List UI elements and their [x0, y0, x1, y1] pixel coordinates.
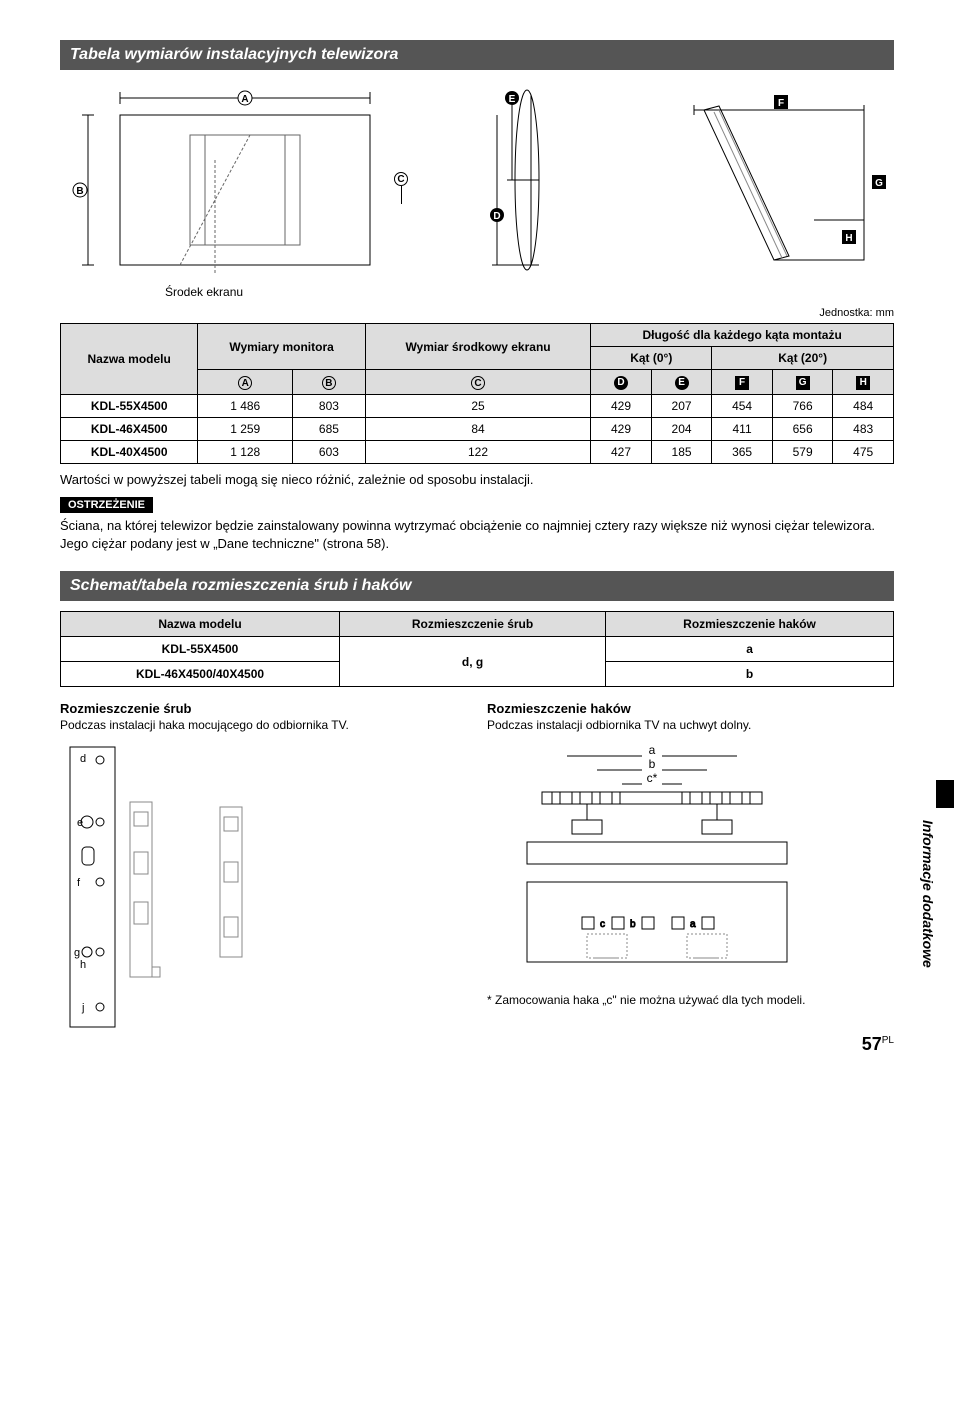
svg-text:e: e	[77, 817, 83, 829]
th-center: Wymiar środkowy ekranu	[365, 324, 590, 370]
svg-text:a: a	[649, 743, 656, 757]
table-row: KDL-46X4500 1 259 685 84 429 204 411 656…	[61, 418, 894, 441]
edge-tab-mark	[936, 780, 954, 808]
hook-heading: Rozmieszczenie haków	[487, 701, 894, 716]
th-dims: Wymiary monitora	[198, 324, 365, 370]
th-glyph-f: F	[712, 370, 773, 395]
svg-text:d: d	[80, 753, 86, 765]
svg-text:D: D	[493, 211, 500, 222]
warning-label: OSTRZEŻENIE	[60, 497, 153, 513]
svg-text:H: H	[845, 233, 852, 244]
section-heading-screws: Schemat/tabela rozmieszczenia śrub i hak…	[60, 571, 894, 601]
th-length: Długość dla każdego kąta montażu	[591, 324, 894, 347]
th-angle0: Kąt (0°)	[591, 347, 712, 370]
svg-text:A: A	[241, 94, 248, 105]
th-glyph-d: D	[591, 370, 652, 395]
th-glyph-a: A	[198, 370, 293, 395]
svg-text:h: h	[80, 959, 86, 971]
dim-c-marker: C	[394, 170, 408, 204]
dimensions-table: Nazwa modelu Wymiary monitora Wymiar śro…	[60, 323, 894, 464]
svg-text:c: c	[600, 919, 605, 930]
svg-text:F: F	[778, 98, 784, 109]
th-screws: Rozmieszczenie śrub	[340, 612, 606, 637]
svg-text:j: j	[81, 1002, 84, 1014]
screw-diagram: d e f g h j	[60, 742, 260, 1032]
hook-desc: Podczas instalacji odbiornika TV na uchw…	[487, 718, 894, 732]
screw-location-column: Rozmieszczenie śrub Podczas instalacji h…	[60, 701, 467, 1035]
th-glyph-h: H	[833, 370, 894, 395]
th-glyph-c: C	[365, 370, 590, 395]
svg-text:c*: c*	[647, 771, 658, 785]
th-glyph-b: B	[293, 370, 366, 395]
warning-text: Ściana, na której telewizor będzie zains…	[60, 517, 894, 553]
screw-heading: Rozmieszczenie śrub	[60, 701, 467, 716]
diagram-row: A B C Środek ekranu	[60, 80, 894, 299]
diagram-tilt: F G H	[664, 80, 894, 283]
th-model: Nazwa modelu	[61, 612, 340, 637]
svg-text:B: B	[76, 186, 83, 197]
hook-diagram: a b c*	[487, 742, 817, 982]
section-heading-dimensions: Tabela wymiarów instalacyjnych telewizor…	[60, 40, 894, 70]
svg-text:g: g	[74, 947, 80, 959]
diagram-side: E D	[467, 80, 587, 283]
table-row: KDL-40X4500 1 128 603 122 427 185 365 57…	[61, 441, 894, 464]
screw-desc: Podczas instalacji haka mocującego do od…	[60, 718, 467, 732]
side-tab-label: Informacje dodatkowe	[920, 820, 936, 968]
table-row: KDL-55X4500 1 486 803 25 429 207 454 766…	[61, 395, 894, 418]
th-model: Nazwa modelu	[61, 324, 198, 395]
screws-table: Nazwa modelu Rozmieszczenie śrub Rozmies…	[60, 611, 894, 687]
diagram-caption: Środek ekranu	[165, 285, 390, 299]
hook-location-column: Rozmieszczenie haków Podczas instalacji …	[487, 701, 894, 1035]
table-row: KDL-55X4500 d, g a	[61, 637, 894, 662]
diagram-front: A B C Środek ekranu	[60, 80, 390, 299]
note-text: Wartości w powyższej tabeli mogą się nie…	[60, 472, 894, 487]
svg-text:a: a	[690, 919, 696, 930]
svg-text:b: b	[630, 919, 636, 930]
th-angle20: Kąt (20°)	[712, 347, 894, 370]
th-glyph-e: E	[651, 370, 712, 395]
svg-text:b: b	[649, 757, 656, 771]
svg-text:f: f	[77, 877, 81, 889]
th-glyph-g: G	[772, 370, 833, 395]
th-hooks: Rozmieszczenie haków	[606, 612, 894, 637]
svg-text:E: E	[509, 94, 516, 105]
svg-text:G: G	[875, 178, 883, 189]
page-number: 57PL	[862, 1034, 894, 1055]
hook-footnote: * Zamocowania haka „c" nie można używać …	[487, 993, 894, 1007]
unit-label: Jednostka: mm	[60, 307, 894, 319]
